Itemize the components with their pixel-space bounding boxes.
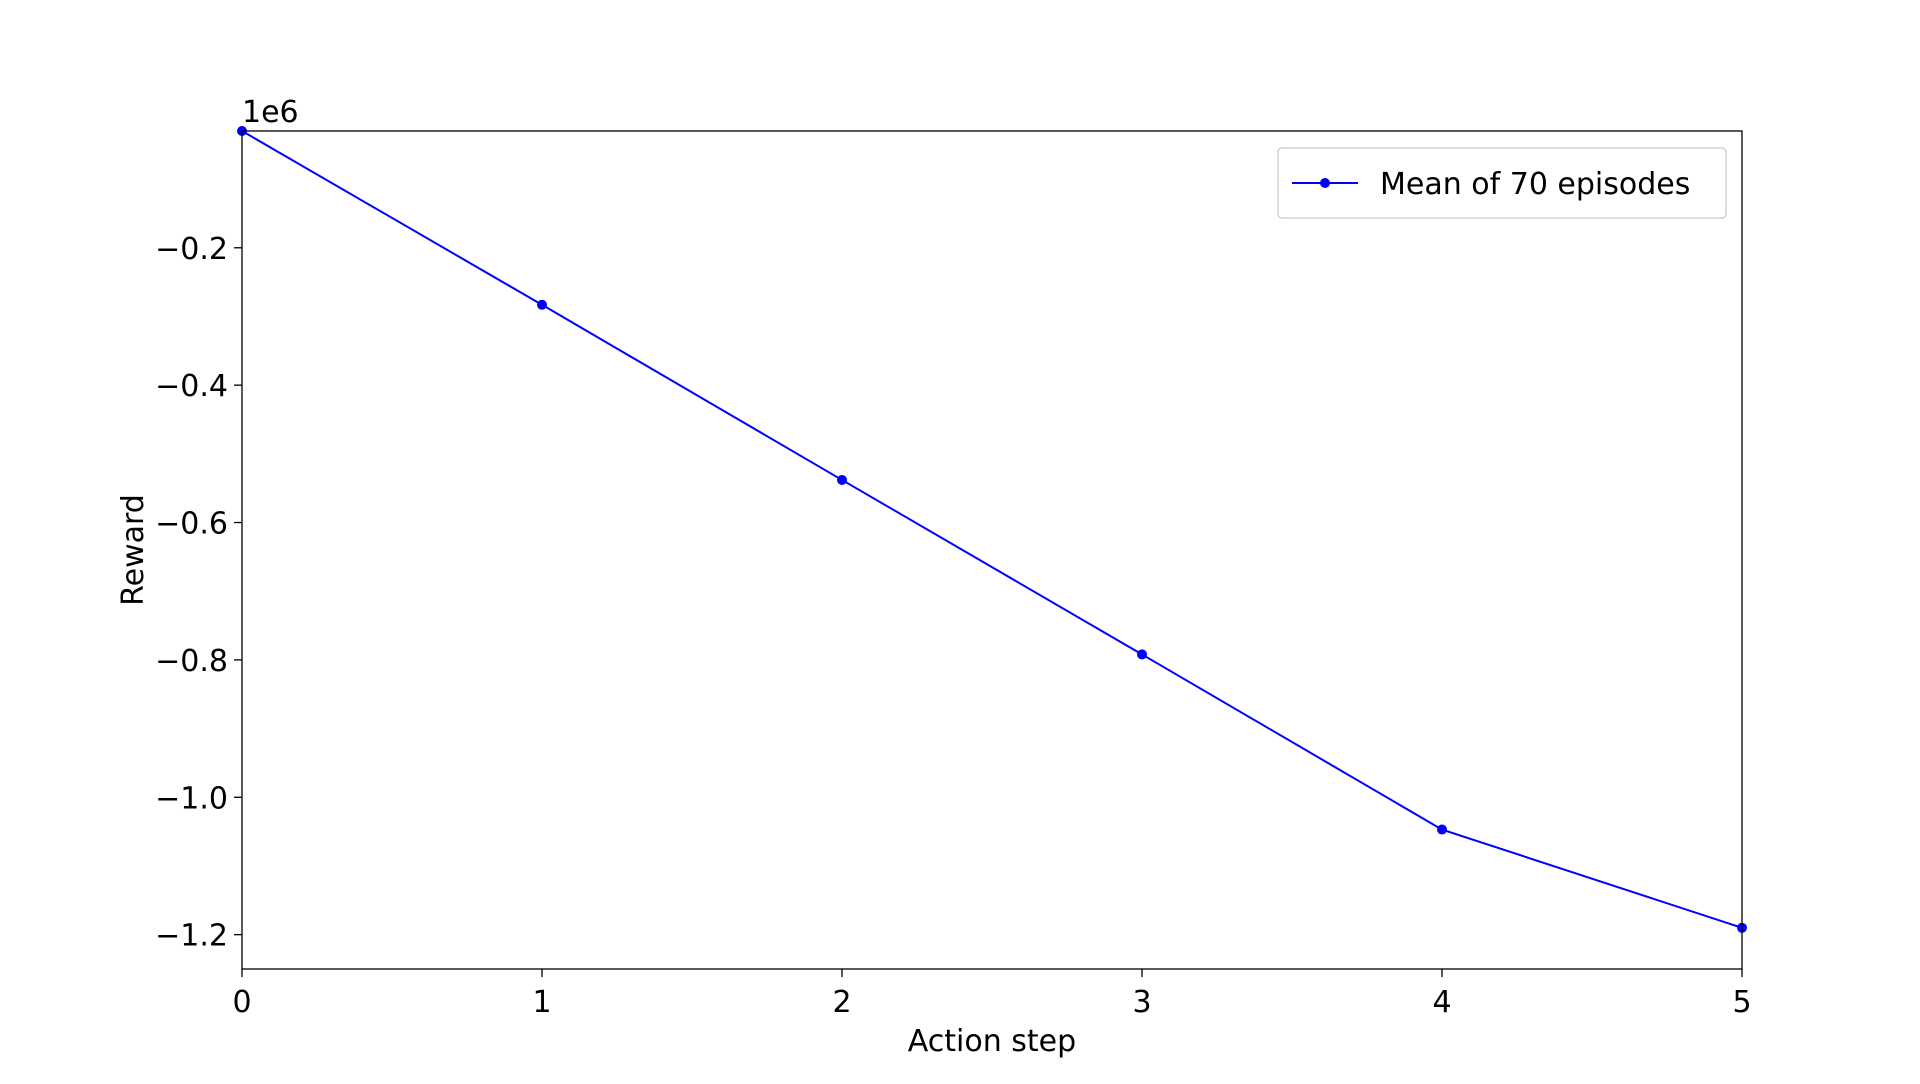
y-tick-label: −0.2	[155, 232, 228, 267]
series-layer	[237, 126, 1747, 933]
legend-label: Mean of 70 episodes	[1380, 167, 1690, 202]
x-tick-label: 5	[1732, 985, 1751, 1020]
x-axis-label: Action step	[908, 1024, 1076, 1059]
y-tick-label: −0.8	[155, 644, 228, 679]
y-tick-label: −0.6	[155, 507, 228, 542]
axis-ticks: 0 1 2 3 4 5 −0.2 −0.4 −0.6 −0.8 −1.0 −1.2	[155, 232, 1751, 1020]
y-offset-label: 1e6	[242, 95, 299, 130]
x-tick-label: 3	[1132, 985, 1151, 1020]
plot-frame	[241, 130, 1743, 970]
legend-marker-sample	[1320, 178, 1330, 188]
y-tick-label: −0.4	[155, 369, 228, 404]
legend-box	[1277, 147, 1727, 219]
x-tick-label: 2	[832, 985, 851, 1020]
x-tick-label: 0	[232, 985, 251, 1020]
data-point	[537, 299, 547, 310]
data-point	[837, 474, 847, 485]
x-tick-label: 4	[1432, 985, 1451, 1020]
y-tick-label: −1.0	[155, 781, 228, 816]
legend: Mean of 70 episodes	[1277, 147, 1727, 219]
data-point	[1437, 824, 1447, 835]
y-axis-label: Reward	[116, 494, 151, 606]
series-line	[241, 130, 1743, 929]
data-point	[1137, 649, 1147, 660]
y-tick-label: −1.2	[155, 919, 228, 954]
x-tick-label: 1	[532, 985, 551, 1020]
